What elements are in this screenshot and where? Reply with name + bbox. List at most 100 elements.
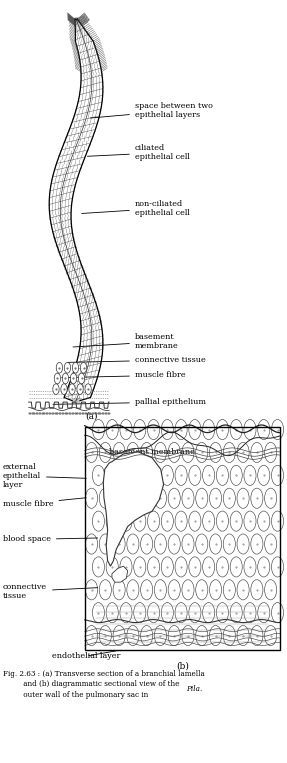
- Text: pallial epithelium: pallial epithelium: [53, 398, 206, 406]
- Text: endothelial layer: endothelial layer: [52, 651, 120, 660]
- Ellipse shape: [168, 580, 180, 600]
- Ellipse shape: [86, 443, 98, 462]
- Ellipse shape: [223, 488, 235, 508]
- Ellipse shape: [182, 534, 194, 554]
- Ellipse shape: [86, 626, 98, 645]
- Ellipse shape: [189, 603, 201, 623]
- Ellipse shape: [196, 626, 208, 645]
- Ellipse shape: [99, 443, 111, 462]
- Ellipse shape: [154, 534, 166, 554]
- Ellipse shape: [70, 373, 77, 384]
- Text: basement membrane: basement membrane: [109, 448, 195, 462]
- Ellipse shape: [120, 465, 132, 485]
- Ellipse shape: [106, 603, 118, 623]
- Ellipse shape: [272, 420, 284, 439]
- Ellipse shape: [86, 580, 98, 600]
- Ellipse shape: [106, 557, 118, 577]
- Ellipse shape: [148, 603, 160, 623]
- Ellipse shape: [251, 626, 263, 645]
- Ellipse shape: [223, 626, 235, 645]
- Ellipse shape: [196, 443, 208, 462]
- Ellipse shape: [272, 511, 284, 531]
- Text: space between two
epithelial layers: space between two epithelial layers: [90, 102, 213, 119]
- Ellipse shape: [134, 557, 146, 577]
- Ellipse shape: [175, 465, 187, 485]
- Ellipse shape: [113, 534, 125, 554]
- Ellipse shape: [148, 420, 160, 439]
- Ellipse shape: [258, 465, 270, 485]
- Ellipse shape: [210, 488, 222, 508]
- Ellipse shape: [251, 443, 263, 462]
- Ellipse shape: [86, 488, 98, 508]
- Ellipse shape: [265, 534, 277, 554]
- Ellipse shape: [230, 420, 242, 439]
- Ellipse shape: [106, 511, 118, 531]
- Ellipse shape: [230, 557, 242, 577]
- Ellipse shape: [92, 420, 104, 439]
- Ellipse shape: [251, 488, 263, 508]
- Ellipse shape: [80, 362, 87, 373]
- Ellipse shape: [161, 511, 173, 531]
- Ellipse shape: [237, 443, 249, 462]
- Ellipse shape: [77, 384, 83, 394]
- Ellipse shape: [92, 511, 104, 531]
- Ellipse shape: [154, 580, 166, 600]
- Ellipse shape: [210, 580, 222, 600]
- Ellipse shape: [161, 420, 173, 439]
- Ellipse shape: [203, 511, 215, 531]
- Ellipse shape: [210, 443, 222, 462]
- Text: (a): (a): [86, 412, 98, 421]
- Ellipse shape: [210, 534, 222, 554]
- Ellipse shape: [69, 384, 75, 394]
- Ellipse shape: [251, 580, 263, 600]
- Ellipse shape: [203, 465, 215, 485]
- Ellipse shape: [203, 420, 215, 439]
- Ellipse shape: [141, 580, 153, 600]
- Ellipse shape: [244, 603, 256, 623]
- Ellipse shape: [154, 488, 166, 508]
- Ellipse shape: [223, 534, 235, 554]
- Ellipse shape: [265, 580, 277, 600]
- Ellipse shape: [223, 580, 235, 600]
- Ellipse shape: [120, 420, 132, 439]
- Ellipse shape: [265, 626, 277, 645]
- Ellipse shape: [56, 362, 63, 373]
- Ellipse shape: [127, 443, 139, 462]
- Ellipse shape: [99, 580, 111, 600]
- Polygon shape: [103, 452, 164, 566]
- Ellipse shape: [61, 384, 67, 394]
- Ellipse shape: [237, 580, 249, 600]
- Ellipse shape: [113, 626, 125, 645]
- Ellipse shape: [216, 603, 228, 623]
- Ellipse shape: [168, 626, 180, 645]
- Ellipse shape: [78, 373, 85, 384]
- Ellipse shape: [189, 557, 201, 577]
- Ellipse shape: [168, 534, 180, 554]
- Text: connective tissue: connective tissue: [67, 356, 206, 364]
- Ellipse shape: [230, 603, 242, 623]
- Ellipse shape: [189, 420, 201, 439]
- Ellipse shape: [127, 580, 139, 600]
- Text: Pila.: Pila.: [186, 685, 202, 693]
- Ellipse shape: [237, 534, 249, 554]
- Ellipse shape: [134, 465, 146, 485]
- Ellipse shape: [244, 465, 256, 485]
- Ellipse shape: [175, 420, 187, 439]
- Ellipse shape: [113, 488, 125, 508]
- Ellipse shape: [141, 443, 153, 462]
- Text: muscle fibre: muscle fibre: [3, 497, 86, 507]
- Ellipse shape: [230, 511, 242, 531]
- Ellipse shape: [141, 488, 153, 508]
- Ellipse shape: [182, 626, 194, 645]
- Ellipse shape: [272, 603, 284, 623]
- Ellipse shape: [272, 465, 284, 485]
- Ellipse shape: [92, 557, 104, 577]
- Ellipse shape: [182, 488, 194, 508]
- Ellipse shape: [216, 465, 228, 485]
- Ellipse shape: [120, 511, 132, 531]
- Ellipse shape: [189, 465, 201, 485]
- Ellipse shape: [148, 511, 160, 531]
- Ellipse shape: [141, 534, 153, 554]
- Ellipse shape: [189, 511, 201, 531]
- Text: blood space: blood space: [3, 536, 98, 543]
